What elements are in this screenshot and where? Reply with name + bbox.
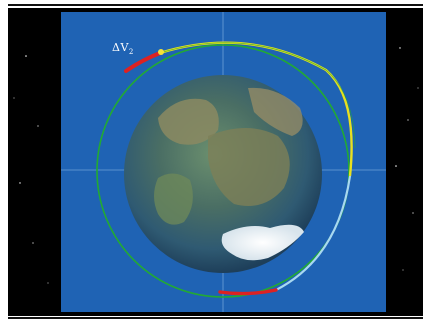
delta-v-text: ΔV (112, 41, 129, 54)
spacecraft-marker (158, 49, 164, 55)
delta-v-label: ΔV2 (112, 41, 134, 56)
top-rule (8, 4, 423, 6)
transfer-orbit-lower (275, 175, 352, 291)
earth (124, 75, 322, 273)
starfield (13, 47, 419, 284)
initial-orbit (96, 44, 350, 298)
delta-v-subscript: 2 (128, 48, 134, 57)
delta-v1-burn (218, 288, 278, 296)
bottom-rule (8, 317, 423, 319)
delta-v2-burn (124, 51, 162, 73)
orbit-diagram: ΔV2 (8, 8, 423, 316)
orbit-graphic (13, 12, 419, 312)
